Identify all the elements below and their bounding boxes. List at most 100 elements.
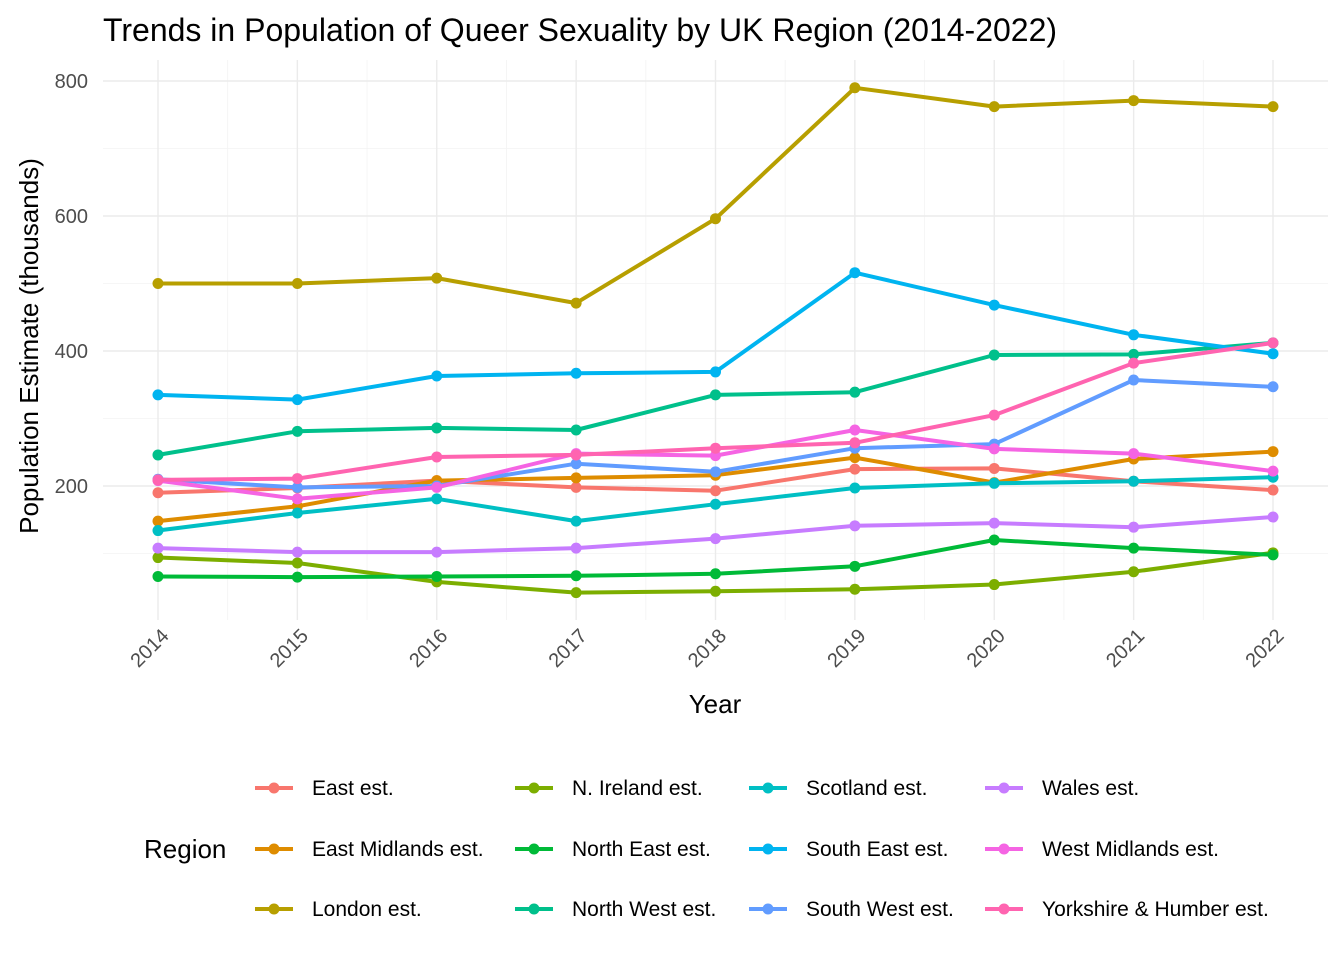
series	[152, 534, 1279, 583]
data-point	[1128, 348, 1140, 360]
legend-item: North East est.	[515, 838, 711, 861]
data-point	[849, 452, 861, 464]
data-point	[1267, 549, 1279, 561]
legend-key-point	[528, 843, 540, 855]
data-point	[988, 299, 1000, 311]
data-point	[1267, 511, 1279, 523]
data-point	[570, 449, 582, 461]
x-tick-label: 2022	[1242, 625, 1289, 672]
data-point	[570, 458, 582, 470]
legend-label: London est.	[312, 898, 422, 921]
y-tick-label: 600	[55, 206, 88, 228]
data-point	[710, 442, 721, 454]
data-point	[849, 520, 861, 532]
data-point	[1128, 329, 1140, 341]
legend-key-point	[762, 782, 774, 794]
y-tick-label: 400	[55, 341, 88, 363]
series	[152, 82, 1279, 309]
data-point	[431, 272, 443, 284]
legend-key-point	[998, 843, 1010, 855]
legend-key-point	[998, 903, 1010, 915]
legend-item: East Midlands est.	[255, 838, 484, 861]
legend-label: East Midlands est.	[312, 838, 484, 861]
x-tick-label: 2015	[266, 625, 313, 672]
data-point	[988, 101, 1000, 113]
data-point	[431, 370, 443, 382]
data-point	[152, 570, 164, 582]
data-point	[291, 425, 303, 437]
data-point	[291, 481, 303, 493]
legend-item: Scotland est.	[749, 777, 927, 800]
legend-label: North East est.	[572, 838, 711, 861]
data-point	[1128, 566, 1140, 578]
x-tick-label: 2017	[545, 625, 592, 672]
legend-label: East est.	[312, 777, 394, 800]
data-point	[710, 485, 721, 497]
y-tick-label: 200	[55, 476, 88, 498]
data-point	[291, 278, 303, 289]
data-point	[988, 579, 1000, 591]
data-point	[1267, 484, 1279, 496]
data-point	[570, 297, 582, 309]
data-point	[431, 451, 443, 463]
x-tick-label: 2020	[963, 625, 1010, 672]
data-point	[1267, 337, 1279, 349]
data-point	[849, 463, 861, 475]
legend-label: Scotland est.	[806, 777, 927, 800]
data-point	[1128, 521, 1140, 533]
legend-key-point	[762, 843, 774, 855]
data-point	[291, 493, 303, 505]
legend-label: Yorkshire & Humber est.	[1042, 898, 1269, 921]
data-point	[1267, 348, 1279, 360]
series	[152, 511, 1279, 558]
data-point	[710, 213, 721, 225]
data-point	[1267, 465, 1279, 477]
data-point	[431, 481, 443, 493]
legend-label: South West est.	[806, 898, 954, 921]
legend-key-point	[268, 903, 280, 915]
data-point	[849, 560, 861, 572]
data-point	[152, 525, 164, 537]
data-point	[152, 552, 164, 564]
legend-item: South East est.	[749, 838, 948, 861]
series-layer	[152, 82, 1279, 599]
legend-item: North West est.	[515, 898, 716, 921]
legend-item: N. Ireland est.	[515, 777, 703, 800]
data-point	[1267, 101, 1279, 113]
data-point	[152, 389, 164, 401]
x-tick-label: 2014	[127, 625, 174, 672]
data-point	[988, 517, 1000, 529]
data-point	[988, 534, 1000, 546]
data-point	[431, 422, 443, 434]
legend-label: South East est.	[806, 838, 948, 861]
x-tick-label: 2021	[1102, 625, 1149, 672]
x-tick-label: 2019	[823, 625, 870, 672]
chart-title: Trends in Population of Queer Sexuality …	[103, 12, 1057, 48]
data-point	[710, 568, 721, 580]
data-point	[152, 542, 164, 554]
legend-key-point	[762, 903, 774, 915]
data-point	[1128, 374, 1140, 386]
data-point	[431, 493, 443, 505]
x-tick-label: 2016	[405, 625, 452, 672]
data-point	[291, 557, 303, 569]
data-point	[431, 546, 443, 558]
data-point	[1128, 95, 1140, 107]
data-point	[1128, 448, 1140, 460]
data-point	[1128, 475, 1140, 487]
data-point	[710, 498, 721, 510]
data-point	[1267, 446, 1279, 458]
legend-label: North West est.	[572, 898, 716, 921]
data-point	[152, 278, 164, 289]
legend-item: Wales est.	[985, 777, 1139, 800]
legend-label: West Midlands est.	[1042, 838, 1219, 861]
data-point	[570, 587, 582, 599]
data-point	[152, 474, 164, 486]
data-point	[291, 546, 303, 558]
data-point	[849, 424, 861, 436]
data-point	[710, 585, 721, 597]
data-point	[710, 389, 721, 401]
data-point	[988, 477, 1000, 489]
data-point	[849, 437, 861, 449]
data-point	[1267, 381, 1279, 393]
